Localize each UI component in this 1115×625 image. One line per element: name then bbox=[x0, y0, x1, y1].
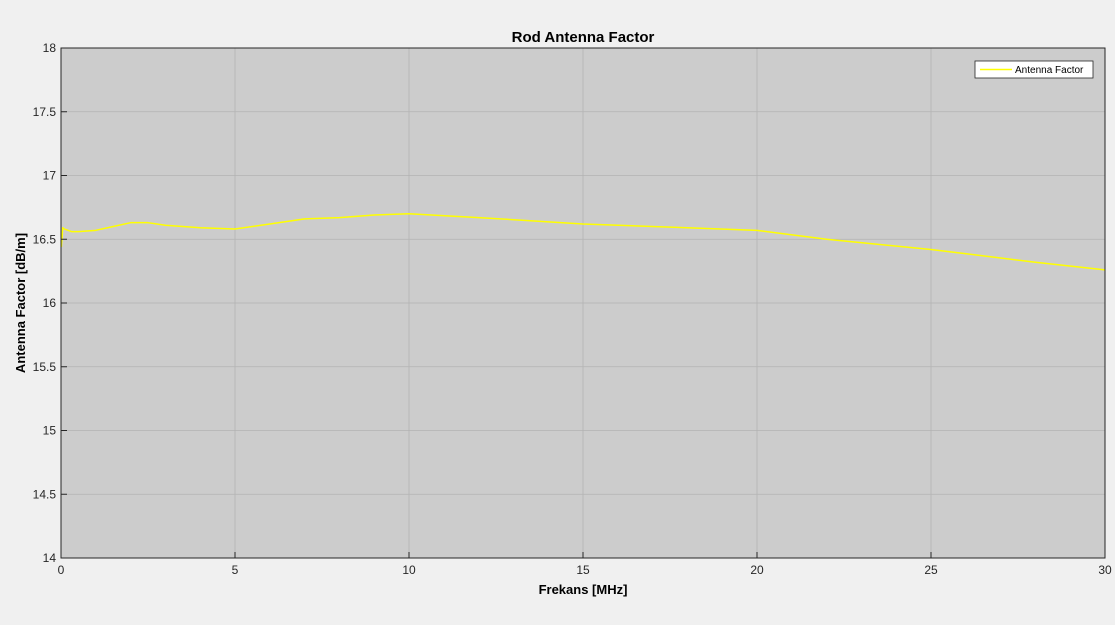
y-tick-label: 15.5 bbox=[33, 360, 57, 374]
y-axis-label: Antenna Factor [dB/m] bbox=[13, 233, 28, 373]
y-tick-label: 17.5 bbox=[33, 105, 57, 119]
legend-box bbox=[974, 60, 1094, 79]
x-tick-label: 30 bbox=[1098, 563, 1112, 577]
chart-title: Rod Antenna Factor bbox=[512, 29, 655, 46]
tick-marks bbox=[60, 47, 1106, 559]
x-tick-label: 5 bbox=[232, 563, 239, 577]
y-tick-labels: 14 14.5 15 15.5 16 16.5 17 17.5 18 bbox=[33, 41, 57, 565]
y-tick-label: 16 bbox=[43, 296, 57, 310]
legend-label-antenna-factor: Antenna Factor bbox=[1015, 65, 1084, 76]
y-tick-label: 14.5 bbox=[33, 487, 57, 501]
y-tick-label: 17 bbox=[43, 169, 57, 183]
x-axis-label: Frekans [MHz] bbox=[539, 582, 628, 597]
x-tick-label: 15 bbox=[576, 563, 590, 577]
y-tick-label: 18 bbox=[43, 41, 57, 55]
series-line-antenna-factor bbox=[60, 213, 1106, 271]
y-tick-label: 15 bbox=[43, 424, 57, 438]
x-tick-label: 25 bbox=[924, 563, 938, 577]
x-tick-label: 20 bbox=[750, 563, 764, 577]
x-tick-labels: 0 5 10 15 20 25 30 bbox=[58, 563, 1112, 577]
x-tick-label: 0 bbox=[58, 563, 65, 577]
y-tick-label: 16.5 bbox=[33, 232, 57, 246]
series-layer bbox=[60, 213, 1106, 271]
y-tick-label: 14 bbox=[43, 551, 57, 565]
legend: Antenna Factor bbox=[974, 60, 1094, 79]
x-tick-label: 10 bbox=[402, 563, 416, 577]
